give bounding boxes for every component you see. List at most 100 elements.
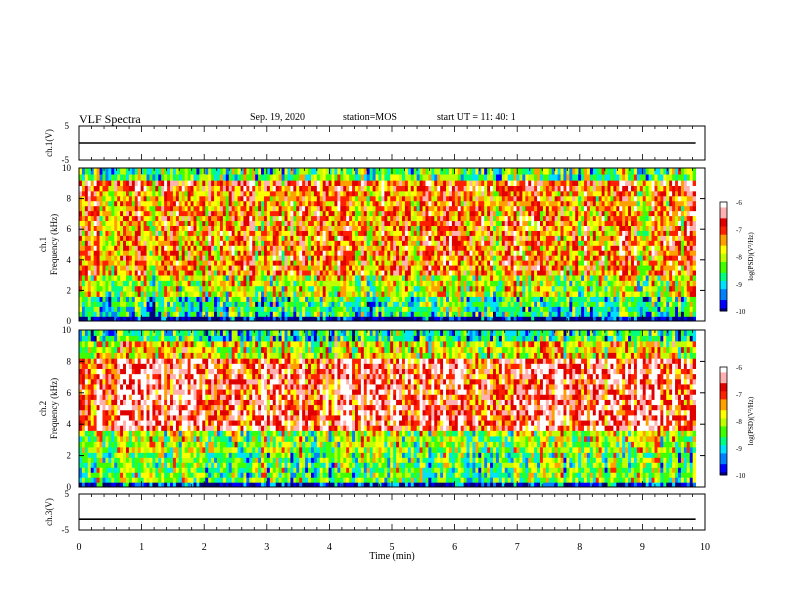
spectrogram-cell	[81, 245, 86, 251]
spectrogram-cell	[384, 280, 388, 287]
spectrogram-cell	[281, 200, 285, 207]
spectrogram-cell	[87, 240, 92, 246]
spectrogram-cell	[372, 291, 376, 297]
spectrogram-cell	[125, 200, 130, 207]
spectrogram-cell	[528, 195, 532, 202]
spectrogram-cell	[422, 205, 426, 212]
spectrogram-cell	[211, 230, 215, 236]
spectrogram-cell	[158, 311, 162, 317]
spectrogram-cell	[305, 275, 309, 281]
spectrogram-cell	[181, 195, 186, 202]
spectrogram-cell	[416, 316, 421, 322]
spectrogram-cell	[366, 190, 371, 197]
spectrogram-cell	[539, 265, 544, 271]
spectrogram-cell	[451, 316, 456, 322]
spectrogram-cell	[181, 185, 186, 192]
spectrogram-cell	[337, 215, 341, 222]
spectrogram-cell	[123, 240, 127, 246]
spectrogram-cell	[266, 275, 271, 281]
spectrogram-cell	[390, 210, 394, 217]
spectrogram-cell	[407, 291, 412, 297]
spectrogram-cell	[243, 205, 247, 212]
spectrogram-cell	[143, 180, 147, 186]
spectrogram-cell	[542, 311, 547, 317]
spectrogram-cell	[431, 200, 435, 207]
spectrogram-cell	[305, 225, 309, 231]
spectrogram-cell	[322, 205, 327, 212]
spectrogram-cell	[114, 270, 118, 276]
spectrogram-cell	[357, 280, 362, 287]
spectrogram-cell	[184, 195, 189, 202]
spectrogram-cell	[407, 190, 412, 197]
spectrogram-cell	[501, 240, 506, 246]
spectrogram-cell	[534, 168, 538, 175]
spectrogram-cell	[263, 280, 268, 287]
spectrogram-cell	[431, 220, 435, 226]
spectrogram-cell	[170, 185, 174, 192]
spectrogram-cell	[234, 301, 238, 307]
spectrogram-cell	[472, 185, 476, 192]
spectrogram-cell	[531, 280, 535, 287]
spectrogram-cell	[495, 190, 500, 197]
spectrogram-cell	[261, 245, 265, 251]
spectrogram-cell	[246, 275, 250, 281]
spectrogram-cell	[214, 220, 218, 226]
spectrogram-cell	[158, 296, 162, 302]
spectrogram-cell	[205, 275, 209, 281]
spectrogram-cell	[290, 205, 294, 212]
spectrogram-cell	[175, 200, 180, 207]
spectrogram-cell	[99, 301, 103, 307]
spectrogram-cell	[117, 174, 121, 181]
spectrogram-cell	[155, 296, 159, 302]
spectrogram-cell	[249, 168, 253, 175]
spectrogram-cell	[357, 245, 362, 251]
spectrogram-cell	[284, 275, 288, 281]
spectrogram-cell	[337, 220, 341, 226]
spectrogram-cell	[258, 265, 262, 271]
spectrogram-cell	[219, 260, 224, 266]
spectrogram-cell	[120, 260, 124, 266]
spectrogram-cell	[366, 210, 371, 217]
spectrogram-cell	[131, 255, 136, 261]
spectrogram-cell	[428, 291, 432, 297]
spectrogram-cell	[357, 225, 362, 231]
spectrogram-cell	[519, 265, 523, 271]
spectrogram-cell	[181, 250, 186, 256]
spectrogram-cell	[525, 180, 529, 186]
spectrogram-cell	[243, 301, 247, 307]
spectrogram-cell	[79, 265, 83, 271]
spectrogram-cell	[272, 174, 277, 181]
spectrogram-cell	[539, 220, 544, 226]
spectrogram-cell	[390, 235, 394, 241]
spectrogram-cell	[149, 306, 153, 312]
spectrogram-cell	[457, 260, 462, 266]
spectrogram-cell	[522, 205, 526, 212]
spectrogram-cell	[460, 311, 465, 317]
spectrogram-cell	[214, 250, 218, 256]
spectrogram-cell	[331, 291, 335, 297]
spectrogram-cell	[437, 200, 441, 207]
spectrogram-cell	[340, 190, 344, 197]
spectrogram-cell	[310, 250, 315, 256]
spectrogram-cell	[102, 235, 106, 241]
spectrogram-cell	[140, 270, 144, 276]
spectrogram-cell	[322, 174, 327, 181]
spectrogram-cell	[369, 245, 374, 251]
spectrogram-cell	[217, 301, 221, 307]
spectrogram-cell	[507, 215, 512, 222]
spectrogram-cell	[460, 301, 465, 307]
spectrogram-cell	[146, 215, 150, 222]
spectrogram-cell	[454, 180, 459, 186]
spectrogram-cell	[79, 255, 83, 261]
spectrogram-cell	[164, 190, 168, 197]
spectrogram-cell	[507, 210, 512, 217]
spectrogram-cell	[125, 280, 130, 287]
spectrogram-cell	[393, 200, 397, 207]
spectrogram-cell	[522, 200, 526, 207]
spectrogram-cell	[249, 285, 253, 292]
spectrogram-cell	[431, 185, 435, 192]
spectrogram-cell	[158, 316, 162, 322]
spectrogram-cell	[451, 195, 456, 202]
spectrogram-cell	[193, 265, 197, 271]
spectrogram-cell	[117, 260, 121, 266]
